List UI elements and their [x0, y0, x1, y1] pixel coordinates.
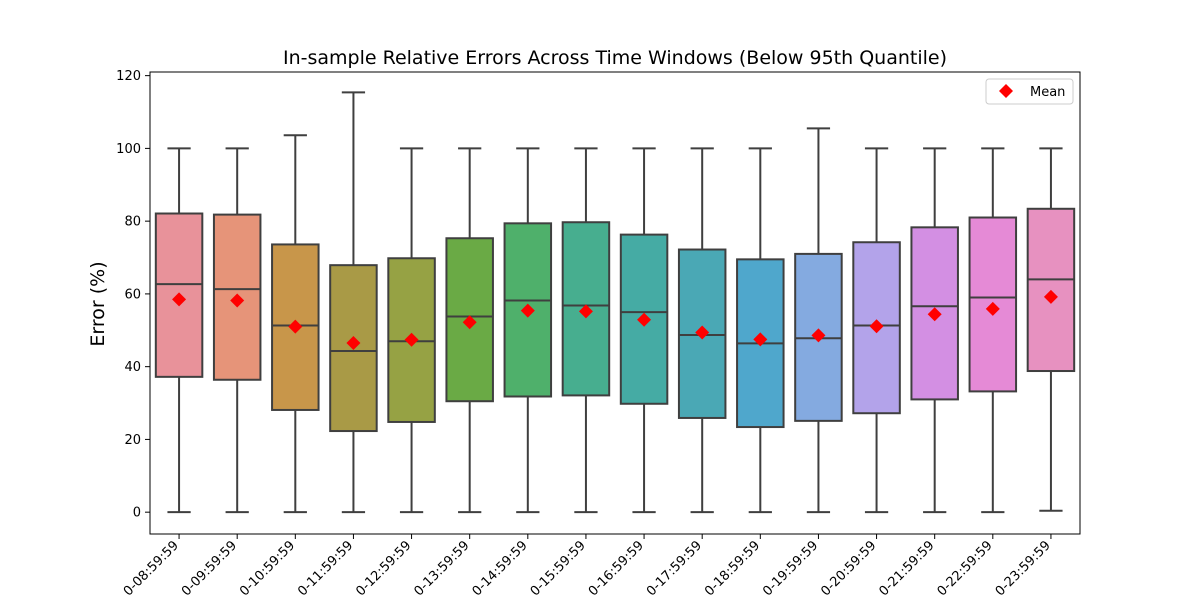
mean-marker: [811, 328, 826, 343]
y-tick-label: 80: [124, 215, 141, 230]
x-tick-label: 0-12:59:59: [353, 538, 414, 599]
box-0-11:59:59: [329, 91, 378, 514]
mean-marker: [462, 315, 477, 330]
mean-marker: [404, 332, 419, 347]
box-0-17:59:59: [677, 147, 727, 514]
y-axis: 0 20 40 60 80 100 120: [116, 69, 150, 521]
legend-frame: [985, 78, 1074, 105]
y-tick-label: 0: [133, 506, 141, 521]
legend-mean-marker: [999, 84, 1013, 98]
x-tick-label: 0-13:59:59: [411, 538, 472, 599]
x-tick-label: 0-22:59:59: [935, 538, 996, 599]
mean-marker: [520, 303, 535, 318]
mean-marker: [172, 292, 187, 307]
mean-marker: [985, 301, 1000, 316]
y-tick-label: 100: [116, 142, 141, 157]
mean-marker: [288, 319, 303, 334]
y-tick-label: 120: [116, 69, 141, 84]
x-tick-label: 0-17:59:59: [644, 538, 705, 599]
box-0-22:59:59: [968, 147, 1018, 514]
mean-marker: [695, 325, 710, 340]
mean-marker: [753, 332, 768, 347]
mean-marker: [1043, 289, 1058, 304]
mean-marker: [927, 307, 942, 322]
iqr-box: [561, 221, 611, 397]
mean-marker: [346, 336, 361, 351]
box-0-16:59:59: [619, 147, 669, 514]
box-0-14:59:59: [503, 147, 553, 514]
x-tick-label: 0-11:59:59: [295, 538, 356, 599]
y-tick-label: 60: [124, 287, 141, 302]
box-0-12:59:59: [387, 147, 436, 514]
box-0-10:59:59: [271, 134, 320, 514]
x-tick-label: 0-09:59:59: [179, 538, 240, 599]
box-0-08:59:59: [154, 147, 204, 514]
x-tick-label: 0-23:59:59: [993, 538, 1054, 599]
box-0-09:59:59: [212, 147, 262, 514]
chart-title: In-sample Relative Errors Across Time Wi…: [283, 47, 947, 69]
legend: Mean: [985, 78, 1074, 105]
x-tick-label: 0-15:59:59: [528, 538, 589, 599]
x-tick-label: 0-21:59:59: [876, 538, 937, 599]
boxes-group: [154, 91, 1076, 514]
x-axis: 0-08:59:590-09:59:590-10:59:590-11:59:59…: [121, 534, 1054, 599]
box-0-23:59:59: [1026, 147, 1076, 512]
y-tick-label: 20: [124, 433, 141, 448]
y-tick-label: 40: [124, 360, 141, 375]
x-tick-label: 0-08:59:59: [121, 538, 182, 599]
box-0-20:59:59: [852, 147, 901, 514]
x-tick-label: 0-10:59:59: [237, 538, 298, 599]
x-tick-label: 0-19:59:59: [760, 538, 821, 599]
iqr-box: [910, 226, 959, 401]
plot-frame: [149, 71, 1081, 535]
x-tick-label: 0-18:59:59: [702, 538, 763, 599]
box-0-19:59:59: [794, 127, 843, 514]
x-tick-label: 0-16:59:59: [586, 538, 647, 599]
mean-marker: [578, 304, 593, 319]
box-0-15:59:59: [561, 147, 611, 514]
box-0-21:59:59: [910, 147, 959, 514]
box-0-13:59:59: [445, 147, 494, 514]
y-axis-label: Error (%): [87, 261, 109, 346]
mean-marker: [230, 293, 245, 308]
mean-marker: [869, 319, 884, 334]
box-0-18:59:59: [736, 147, 785, 514]
mean-marker: [637, 312, 652, 327]
x-tick-label: 0-14:59:59: [470, 538, 531, 599]
legend-mean-label: Mean: [1030, 85, 1065, 100]
x-tick-label: 0-20:59:59: [818, 538, 879, 599]
